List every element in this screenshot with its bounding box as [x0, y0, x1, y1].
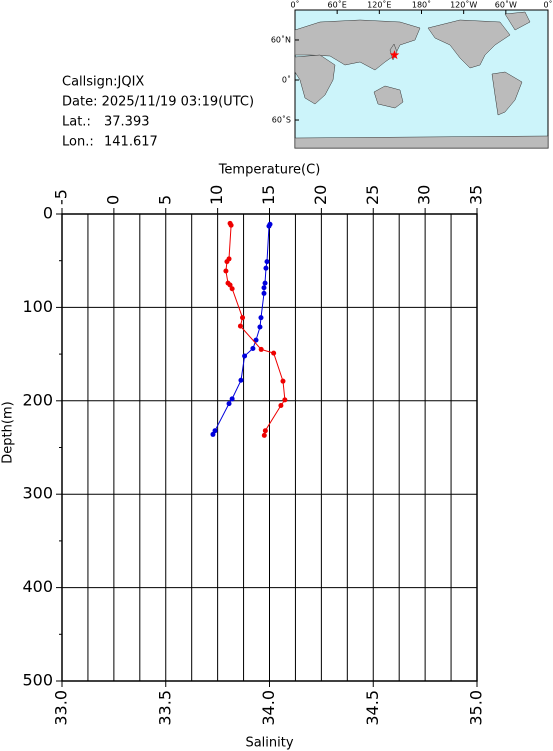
profile-point: [264, 259, 270, 265]
map-lon-label: 120˚E: [367, 0, 391, 10]
info-text: Lat.:: [62, 115, 91, 130]
x-tick-label: -5: [52, 189, 71, 205]
profile-point: [278, 402, 284, 408]
profile-point: [223, 268, 229, 274]
map-lat-label: 60˚N: [271, 34, 291, 44]
info-text: Lon.:: [62, 135, 94, 150]
profile-point: [229, 286, 235, 292]
info-text: Date: 2025/11/19 03:19(UTC): [62, 95, 254, 110]
profile-point: [229, 396, 235, 402]
y-tick-label: 0: [43, 204, 53, 223]
x-tick-label: 5: [155, 195, 174, 205]
x2-axis-label: Salinity: [245, 736, 293, 751]
profile-point: [242, 353, 248, 359]
profile-point: [282, 397, 288, 403]
profile-point: [263, 265, 269, 271]
info-text: 141.617: [104, 135, 158, 150]
profile-point: [240, 315, 246, 321]
map-lon-label: 120˚W: [450, 0, 477, 10]
x-tick-label: 35: [467, 185, 486, 205]
profile-point: [212, 428, 218, 434]
profile-point: [257, 324, 263, 330]
y-tick-label: 100: [22, 297, 53, 316]
world-map: [294, 9, 549, 149]
y-tick-label: 400: [22, 577, 53, 596]
profile-point: [261, 290, 267, 296]
info-text: Callsign:JQIX: [62, 75, 144, 90]
x2-tick-label: 33.0: [52, 690, 71, 726]
x-tick-label: 0: [103, 195, 122, 205]
profile-point: [262, 280, 268, 286]
profile-point: [250, 345, 256, 351]
map-lon-label: 180˚: [412, 0, 431, 10]
profile-point: [261, 285, 267, 291]
profile-point: [258, 315, 264, 321]
profile-point: [210, 431, 216, 437]
x-tick-label: 30: [415, 185, 434, 205]
x-tick-label: 10: [207, 185, 226, 205]
profile-point: [253, 337, 259, 343]
continents: [294, 11, 549, 149]
map-lon-label: 0˚: [543, 0, 552, 10]
map-lon-label: 60˚E: [328, 0, 347, 10]
map-lon-label: 60˚W: [495, 0, 517, 10]
profile-line: [225, 223, 286, 436]
x-tick-label: 20: [311, 185, 330, 205]
profile-point: [271, 350, 277, 356]
profile-point: [280, 378, 286, 384]
x2-tick-label: 35.0: [467, 690, 486, 726]
profile-point: [237, 323, 243, 329]
profile-point: [262, 428, 268, 434]
profile-point: [226, 401, 232, 407]
x2-tick-label: 33.5: [155, 690, 174, 726]
x-tick-label: 25: [363, 185, 382, 205]
profile-point: [238, 377, 244, 383]
profile-point: [261, 432, 267, 438]
x-tick-label: 15: [259, 185, 278, 205]
y-tick-label: 200: [22, 390, 53, 409]
profile-line: [212, 224, 271, 435]
map-lon-label: 0˚: [290, 0, 299, 10]
x2-tick-label: 34.0: [259, 690, 278, 726]
profile-point: [227, 282, 233, 288]
x2-tick-label: 34.5: [363, 690, 382, 726]
y-tick-label: 300: [22, 484, 53, 503]
station-star: [389, 50, 400, 60]
y-axis-label: Depth(m): [1, 401, 16, 463]
profile-point: [228, 222, 234, 228]
profile-point: [258, 346, 264, 352]
map-lat-label: 0˚: [282, 75, 291, 85]
y-tick-label: 500: [22, 671, 53, 690]
profile-point: [224, 259, 230, 265]
info-text: 37.393: [104, 115, 150, 130]
map-lat-label: 60˚S: [272, 115, 291, 125]
x-axis-label: Temperature(C): [218, 163, 321, 178]
profile-point: [266, 223, 272, 229]
